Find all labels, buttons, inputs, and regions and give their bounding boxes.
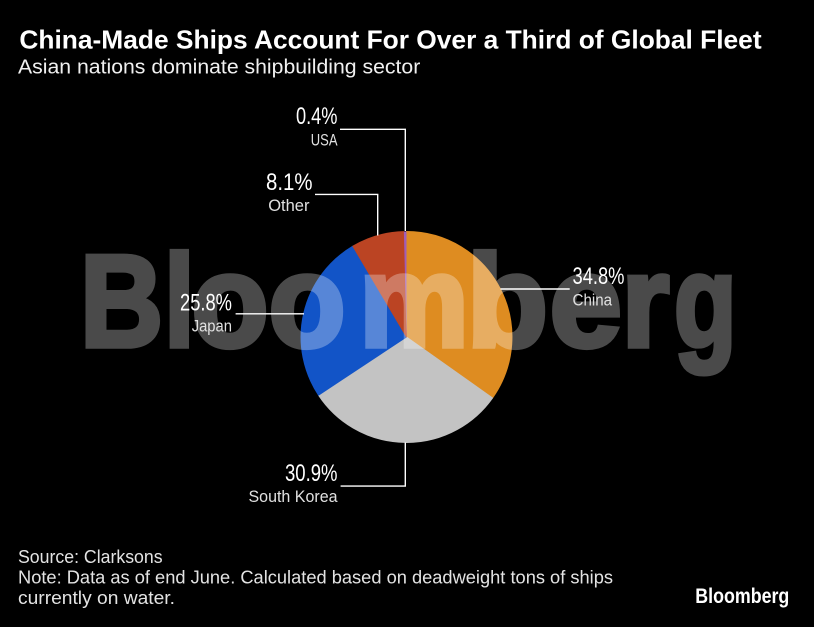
svg-text:Source: Clarksons: Source: Clarksons [18,547,163,567]
svg-text:b: b [467,227,549,374]
svg-text:B: B [80,227,163,374]
svg-text:currently on water.: currently on water. [18,588,175,608]
svg-text:Bloomberg: Bloomberg [695,585,789,608]
svg-text:8.1%: 8.1% [266,169,313,196]
svg-text:China-Made Ships Account For O: China-Made Ships Account For Over a Thir… [19,25,762,55]
svg-text:Japan: Japan [192,317,232,336]
svg-text:Note: Data as of end June. Cal: Note: Data as of end June. Calculated ba… [18,568,613,588]
svg-text:Asian nations dominate shipbui: Asian nations dominate shipbuilding sect… [18,57,421,79]
svg-text:e: e [550,227,622,374]
svg-text:g: g [674,227,737,374]
svg-text:South Korea: South Korea [249,487,339,506]
svg-text:r: r [622,227,670,374]
svg-text:25.8%: 25.8% [180,290,232,317]
svg-text:34.8%: 34.8% [573,263,625,290]
svg-text:China: China [573,291,613,310]
svg-text:0.4%: 0.4% [296,103,338,130]
svg-text:o: o [192,227,269,374]
svg-text:USA: USA [311,131,338,150]
svg-text:30.9%: 30.9% [285,460,338,487]
svg-text:Other: Other [268,196,310,215]
svg-text:l: l [164,227,195,374]
svg-text:m: m [359,227,469,374]
svg-text:o: o [269,227,346,374]
